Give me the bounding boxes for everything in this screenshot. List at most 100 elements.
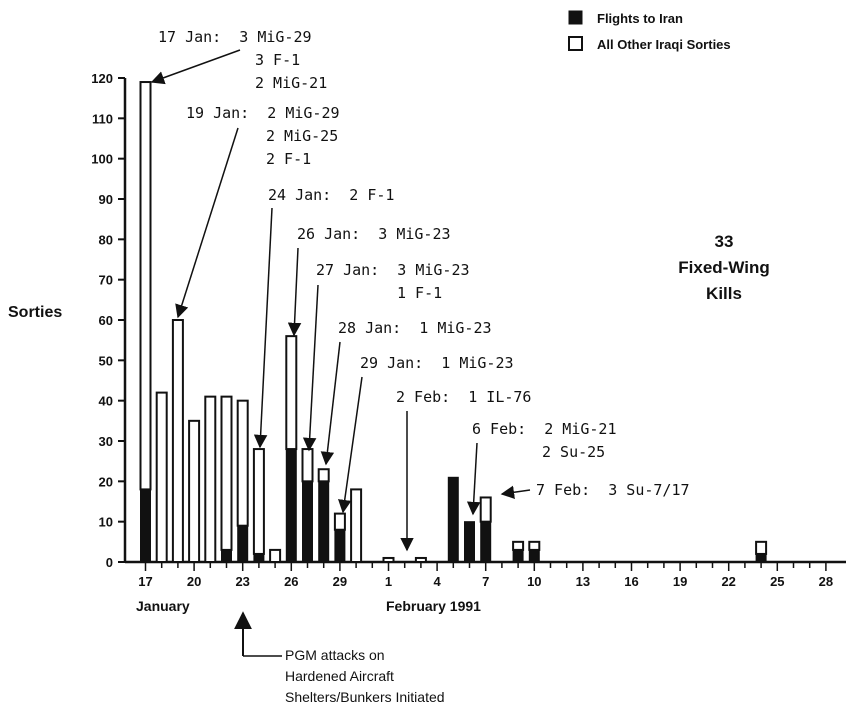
bar-flights-to-iran xyxy=(334,529,346,563)
x-tick-label: 17 xyxy=(138,574,152,589)
bar-other-sorties xyxy=(269,548,282,564)
annotation-17-jan: 17 Jan: 3 MiG-29 3 F-1 2 MiG-21 xyxy=(150,28,327,92)
bar-other-sorties xyxy=(755,540,768,555)
pgm-note-line-3: Shelters/Bunkers Initiated xyxy=(285,689,445,705)
x-tick-label: 1 xyxy=(385,574,392,589)
annotation-27-jan-line-1: 27 Jan: 3 MiG-23 xyxy=(316,261,470,279)
annotation-6-feb: 6 Feb: 2 MiG-21 2 Su-25 xyxy=(466,420,617,516)
bar-other-sorties xyxy=(204,395,217,563)
x-tick-label: 26 xyxy=(284,574,298,589)
annotation-28-jan: 28 Jan: 1 MiG-23 xyxy=(320,319,492,466)
bars xyxy=(139,81,768,564)
legend-swatch-flights-to-iran xyxy=(568,10,583,25)
legend-swatch-other-sorties xyxy=(568,36,583,51)
y-tick-label: 110 xyxy=(92,111,113,126)
bar-other-sorties xyxy=(155,391,168,563)
bar-flights-to-iran xyxy=(512,549,524,563)
annotation-19-jan-line-1: 19 Jan: 2 MiG-29 xyxy=(186,104,340,122)
bar-flights-to-iran xyxy=(221,549,232,563)
kills-label-line-2: Kills xyxy=(706,284,742,303)
kills-total: 33 xyxy=(715,232,734,251)
bar-other-sorties xyxy=(236,399,249,527)
y-tick-label: 80 xyxy=(99,232,113,247)
legend-label-other-sorties: All Other Iraqi Sorties xyxy=(597,37,731,52)
y-tick-label: 30 xyxy=(99,434,113,449)
bar-other-sorties xyxy=(139,81,152,491)
bar-flights-to-iran xyxy=(464,521,475,563)
annotation-19-jan-line-3: 2 F-1 xyxy=(266,150,311,168)
bar-flights-to-iran xyxy=(318,480,330,563)
pgm-note: PGM attacks on Hardened Aircraft Shelter… xyxy=(234,611,445,705)
annotation-27-jan: 27 Jan: 3 MiG-23 1 F-1 xyxy=(302,261,470,452)
annotation-28-jan-line-1: 28 Jan: 1 MiG-23 xyxy=(338,319,492,337)
x-tick-label: 7 xyxy=(482,574,489,589)
annotation-2-feb: 2 Feb: 1 IL-76 xyxy=(396,388,531,552)
bar-flights-to-iran xyxy=(302,480,313,563)
bar-flights-to-iran xyxy=(447,476,459,563)
annotation-6-feb-line-2: 2 Su-25 xyxy=(542,443,605,461)
y-tick-label: 70 xyxy=(99,273,113,288)
kills-label-line-1: Fixed-Wing xyxy=(678,258,769,277)
bar-other-sorties xyxy=(285,335,298,451)
bar-other-sorties xyxy=(301,448,314,483)
annotation-17-jan-arrow xyxy=(150,49,241,85)
x-tick-label: 25 xyxy=(770,574,784,589)
y-axis-label: Sorties xyxy=(8,304,62,321)
annotation-26-jan: 26 Jan: 3 MiG-23 xyxy=(287,225,451,337)
legend: Flights to Iran All Other Iraqi Sorties xyxy=(568,10,731,52)
bar-flights-to-iran xyxy=(480,521,492,563)
bar-other-sorties xyxy=(333,512,346,531)
annotation-29-jan: 29 Jan: 1 MiG-23 xyxy=(338,354,514,514)
y-tick-label: 100 xyxy=(91,152,113,167)
y-tick-label: 50 xyxy=(99,353,113,368)
x-ticks: 17 20 23 26 29 1 4 7 10 13 16 19 22 25 28 xyxy=(138,562,833,589)
annotation-24-jan: 24 Jan: 2 F-1 xyxy=(253,186,394,449)
x-tick-label: 16 xyxy=(624,574,638,589)
bar-other-sorties xyxy=(350,488,363,563)
bar-other-sorties xyxy=(414,556,427,564)
annotation-6-feb-arrow xyxy=(466,442,481,516)
annotation-2-feb-line-1: 2 Feb: 1 IL-76 xyxy=(396,388,531,406)
bar-other-sorties xyxy=(252,448,265,555)
x-tick-label: 19 xyxy=(673,574,687,589)
bar-other-sorties xyxy=(317,468,330,483)
annotation-28-jan-arrow xyxy=(320,341,341,466)
pgm-note-line-2: Hardened Aircraft xyxy=(285,668,394,684)
bar-other-sorties xyxy=(382,556,395,564)
x-tick-label: 4 xyxy=(433,574,441,589)
pgm-note-line-1: PGM attacks on xyxy=(285,647,385,663)
y-ticks: 0 10 20 30 40 50 60 70 80 90 100 110 120 xyxy=(91,71,125,570)
annotation-17-jan-line-2: 3 F-1 xyxy=(255,51,300,69)
annotation-7-feb-arrow xyxy=(500,485,531,499)
y-tick-label: 40 xyxy=(99,394,113,409)
bar-flights-to-iran xyxy=(253,553,265,563)
annotation-29-jan-line-1: 29 Jan: 1 MiG-23 xyxy=(360,354,514,372)
annotation-26-jan-arrow xyxy=(287,247,302,337)
y-tick-label: 10 xyxy=(99,515,113,530)
y-tick-label: 120 xyxy=(91,71,113,86)
bar-other-sorties xyxy=(512,540,525,551)
annotation-17-jan-line-3: 2 MiG-21 xyxy=(255,74,327,92)
bar-other-sorties xyxy=(479,496,492,523)
bar-other-sorties xyxy=(528,540,541,551)
annotation-19-jan-line-2: 2 MiG-25 xyxy=(266,127,338,145)
bar-other-sorties xyxy=(188,419,201,564)
annotation-19-jan: 19 Jan: 2 MiG-29 2 MiG-25 2 F-1 xyxy=(175,104,340,319)
kills-summary: 33 Fixed-Wing Kills xyxy=(678,232,769,303)
x-tick-label: 22 xyxy=(721,574,735,589)
annotation-26-jan-line-1: 26 Jan: 3 MiG-23 xyxy=(297,225,451,243)
x-tick-label: 23 xyxy=(235,574,249,589)
annotation-17-jan-line-1: 17 Jan: 3 MiG-29 xyxy=(158,28,312,46)
bar-flights-to-iran xyxy=(140,488,151,563)
x-tick-label: 28 xyxy=(819,574,833,589)
annotation-7-feb: 7 Feb: 3 Su-7/17 xyxy=(500,481,690,499)
x-tick-label: 13 xyxy=(576,574,590,589)
y-tick-label: 20 xyxy=(99,474,113,489)
month-label-february: February 1991 xyxy=(386,598,481,614)
annotation-24-jan-line-1: 24 Jan: 2 F-1 xyxy=(268,186,394,204)
bar-flights-to-iran xyxy=(285,448,297,563)
annotation-29-jan-arrow xyxy=(338,376,363,514)
bar-flights-to-iran xyxy=(755,553,767,563)
annotation-7-feb-line-1: 7 Feb: 3 Su-7/17 xyxy=(536,481,690,499)
month-label-january: January xyxy=(136,598,190,614)
